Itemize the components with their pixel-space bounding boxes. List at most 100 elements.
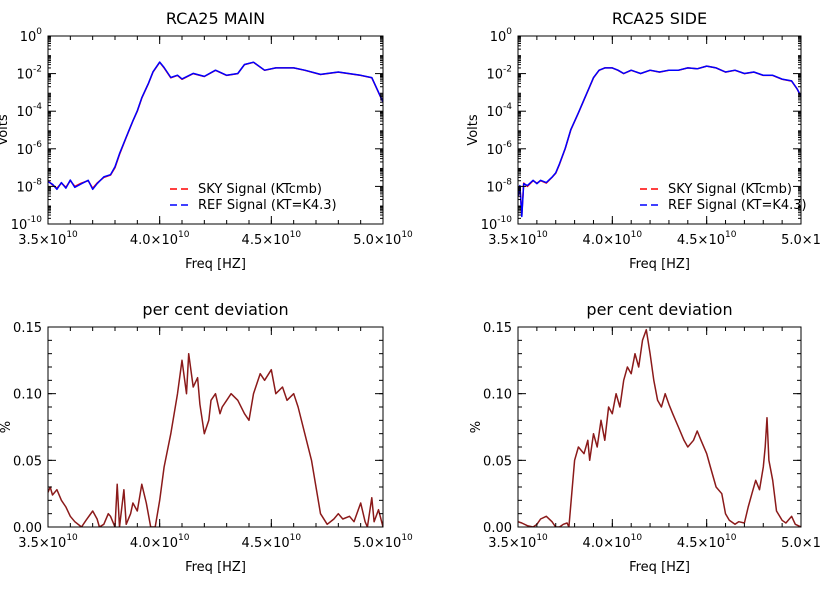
y-tick-exponent: -8 bbox=[503, 177, 512, 187]
x-tick-mantissa: 3.5×10 bbox=[488, 233, 536, 248]
y-tick-mantissa: 10 bbox=[486, 180, 503, 195]
y-tick-mantissa: 10 bbox=[486, 105, 503, 120]
chart-title: RCA25 MAIN bbox=[166, 9, 265, 28]
legend-label: REF Signal (KT=K4.3) bbox=[198, 198, 337, 213]
y-tick-label: 0.15 bbox=[483, 321, 512, 336]
chart-title: per cent deviation bbox=[142, 300, 288, 319]
x-tick-mantissa: 4.0×10 bbox=[583, 233, 631, 248]
x-tick-exponent: 10 bbox=[536, 533, 548, 543]
x-tick-label: 4.5×1010 bbox=[242, 230, 302, 248]
y-tick-label: 10-10 bbox=[481, 215, 513, 233]
y-tick-mantissa: 10 bbox=[490, 30, 507, 45]
x-tick-mantissa: 4.5×10 bbox=[242, 233, 290, 248]
x-tick-mantissa: 4.5×10 bbox=[677, 233, 725, 248]
x-tick-mantissa: 4.0×10 bbox=[130, 233, 178, 248]
x-tick-mantissa: 5.0×10 bbox=[353, 233, 401, 248]
y-tick-mantissa: 10 bbox=[16, 143, 33, 158]
x-tick-exponent: 10 bbox=[401, 230, 413, 240]
series-line-ref bbox=[518, 65, 801, 218]
y-tick-exponent: -6 bbox=[503, 140, 512, 150]
y-tick-label: 10-6 bbox=[16, 140, 42, 158]
x-tick-mantissa: 5.0×1 bbox=[781, 536, 821, 551]
y-tick-label: 10-10 bbox=[11, 215, 43, 233]
x-tick-exponent: 10 bbox=[536, 230, 548, 240]
x-tick-exponent: 10 bbox=[290, 230, 302, 240]
y-tick-label: 100 bbox=[20, 27, 43, 45]
y-tick-label: 10-6 bbox=[486, 140, 512, 158]
x-tick-mantissa: 5.0×10 bbox=[353, 536, 401, 551]
y-tick-mantissa: 0.00 bbox=[13, 521, 42, 536]
y-tick-mantissa: 0.15 bbox=[13, 321, 42, 336]
x-tick-exponent: 10 bbox=[178, 533, 190, 543]
chart-title: per cent deviation bbox=[586, 300, 732, 319]
y-tick-mantissa: 0.00 bbox=[483, 521, 512, 536]
x-tick-exponent: 10 bbox=[631, 230, 643, 240]
x-axis-label: Freq [HZ] bbox=[629, 257, 690, 272]
y-axis-label: Volts bbox=[0, 114, 11, 146]
y-tick-label: 100 bbox=[490, 27, 513, 45]
y-tick-exponent: 0 bbox=[506, 27, 512, 37]
y-tick-mantissa: 0.05 bbox=[13, 454, 42, 469]
x-tick-mantissa: 4.0×10 bbox=[130, 536, 178, 551]
x-tick-exponent: 10 bbox=[401, 533, 413, 543]
series-line-ref bbox=[48, 61, 383, 191]
x-tick-exponent: 10 bbox=[725, 230, 737, 240]
plot-frame bbox=[517, 35, 802, 225]
y-tick-label: 10-8 bbox=[16, 177, 42, 195]
y-tick-exponent: -10 bbox=[497, 215, 512, 225]
y-tick-mantissa: 0.15 bbox=[483, 321, 512, 336]
x-tick-mantissa: 5.0×1 bbox=[781, 233, 821, 248]
x-tick-label: 5.0×1010 bbox=[353, 533, 413, 551]
y-tick-mantissa: 10 bbox=[486, 143, 503, 158]
y-tick-label: 0.10 bbox=[483, 388, 512, 403]
y-tick-label: 10-4 bbox=[16, 102, 42, 120]
y-tick-label: 0.00 bbox=[483, 521, 512, 536]
y-tick-mantissa: 0.10 bbox=[483, 388, 512, 403]
y-tick-exponent: -4 bbox=[503, 102, 512, 112]
y-tick-mantissa: 10 bbox=[16, 180, 33, 195]
y-tick-label: 0.10 bbox=[13, 388, 42, 403]
y-tick-exponent: -2 bbox=[503, 65, 512, 75]
y-tick-exponent: 0 bbox=[36, 27, 42, 37]
y-tick-mantissa: 10 bbox=[486, 68, 503, 83]
y-tick-exponent: -8 bbox=[33, 177, 42, 187]
y-tick-exponent: -10 bbox=[27, 215, 42, 225]
y-tick-label: 10-2 bbox=[486, 65, 512, 83]
y-tick-mantissa: 0.10 bbox=[13, 388, 42, 403]
legend-label: SKY Signal (KTcmb) bbox=[668, 182, 792, 197]
x-tick-label: 5.0×1010 bbox=[353, 230, 413, 248]
y-tick-exponent: -4 bbox=[33, 102, 42, 112]
x-tick-label: 4.5×1010 bbox=[677, 533, 737, 551]
x-tick-label: 3.5×1010 bbox=[18, 533, 78, 551]
series-line-sky bbox=[48, 61, 383, 189]
x-axis-label: Freq [HZ] bbox=[185, 257, 246, 272]
y-tick-label: 0.05 bbox=[13, 454, 42, 469]
series-line-deviation bbox=[48, 352, 383, 527]
y-axis-label: Volts bbox=[466, 114, 481, 146]
x-tick-mantissa: 3.5×10 bbox=[18, 536, 66, 551]
x-tick-label: 5.0×1 bbox=[781, 536, 821, 551]
legend-label: SKY Signal (KTcmb) bbox=[198, 182, 322, 197]
series-line-deviation bbox=[518, 328, 801, 527]
x-tick-label: 4.5×1010 bbox=[677, 230, 737, 248]
x-tick-label: 4.0×1010 bbox=[583, 230, 643, 248]
y-tick-mantissa: 10 bbox=[16, 68, 33, 83]
y-axis-label: % bbox=[469, 421, 484, 433]
y-tick-label: 0.15 bbox=[13, 321, 42, 336]
x-tick-label: 3.5×1010 bbox=[488, 230, 548, 248]
x-axis-label: Freq [HZ] bbox=[629, 560, 690, 575]
y-tick-exponent: -2 bbox=[33, 65, 42, 75]
x-tick-label: 4.5×1010 bbox=[242, 533, 302, 551]
plot-frame bbox=[47, 326, 384, 528]
x-tick-exponent: 10 bbox=[66, 533, 78, 543]
y-tick-mantissa: 0.05 bbox=[483, 454, 512, 469]
y-tick-exponent: -6 bbox=[33, 140, 42, 150]
x-tick-label: 3.5×1010 bbox=[18, 230, 78, 248]
x-tick-mantissa: 3.5×10 bbox=[18, 233, 66, 248]
y-tick-mantissa: 10 bbox=[16, 105, 33, 120]
